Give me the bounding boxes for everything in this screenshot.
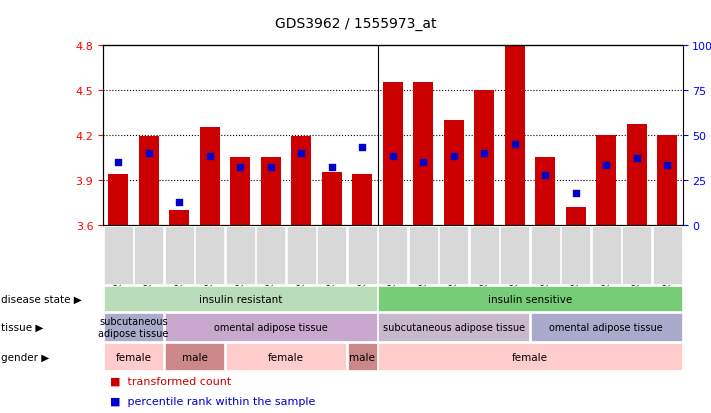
Point bbox=[479, 150, 490, 157]
Text: tissue ▶: tissue ▶ bbox=[1, 322, 44, 332]
Bar bbox=[627, 125, 647, 225]
Bar bbox=[322, 173, 342, 225]
Text: male: male bbox=[181, 352, 208, 362]
Bar bbox=[413, 83, 433, 225]
Bar bbox=[230, 158, 250, 225]
Point bbox=[112, 159, 124, 166]
Bar bbox=[383, 83, 402, 225]
Text: GDS3962 / 1555973_at: GDS3962 / 1555973_at bbox=[274, 17, 437, 31]
Point bbox=[631, 156, 643, 162]
Point bbox=[143, 150, 154, 157]
Point bbox=[173, 199, 185, 205]
Point bbox=[296, 150, 307, 157]
Point bbox=[265, 164, 277, 171]
Bar bbox=[566, 207, 586, 225]
Point bbox=[235, 164, 246, 171]
Text: subcutaneous
adipose tissue: subcutaneous adipose tissue bbox=[98, 316, 169, 338]
Bar bbox=[474, 90, 494, 225]
Bar bbox=[505, 45, 525, 225]
Point bbox=[662, 163, 673, 169]
Text: female: female bbox=[268, 352, 304, 362]
Bar bbox=[139, 137, 159, 225]
Text: insulin sensitive: insulin sensitive bbox=[488, 294, 572, 304]
Text: ■  percentile rank within the sample: ■ percentile rank within the sample bbox=[110, 396, 316, 406]
Bar bbox=[200, 128, 220, 225]
Bar bbox=[658, 135, 677, 225]
Bar bbox=[109, 174, 128, 225]
Point bbox=[540, 172, 551, 178]
Point bbox=[570, 190, 582, 197]
Bar bbox=[535, 158, 555, 225]
Text: disease state ▶: disease state ▶ bbox=[1, 294, 82, 304]
Bar bbox=[597, 135, 616, 225]
Text: insulin resistant: insulin resistant bbox=[198, 294, 282, 304]
Text: subcutaneous adipose tissue: subcutaneous adipose tissue bbox=[383, 322, 525, 332]
Point bbox=[204, 154, 215, 160]
Text: omental adipose tissue: omental adipose tissue bbox=[214, 322, 328, 332]
Text: female: female bbox=[116, 352, 151, 362]
Point bbox=[509, 141, 520, 148]
Text: female: female bbox=[512, 352, 548, 362]
Bar bbox=[292, 137, 311, 225]
Bar bbox=[444, 121, 464, 225]
Text: male: male bbox=[349, 352, 375, 362]
Bar bbox=[353, 174, 373, 225]
Text: ■  transformed count: ■ transformed count bbox=[110, 376, 232, 386]
Text: gender ▶: gender ▶ bbox=[1, 352, 50, 362]
Point bbox=[417, 159, 429, 166]
Point bbox=[387, 154, 398, 160]
Point bbox=[326, 164, 338, 171]
Bar bbox=[261, 158, 281, 225]
Bar bbox=[169, 211, 189, 225]
Point bbox=[357, 145, 368, 152]
Text: omental adipose tissue: omental adipose tissue bbox=[550, 322, 663, 332]
Point bbox=[448, 154, 459, 160]
Point bbox=[601, 163, 612, 169]
